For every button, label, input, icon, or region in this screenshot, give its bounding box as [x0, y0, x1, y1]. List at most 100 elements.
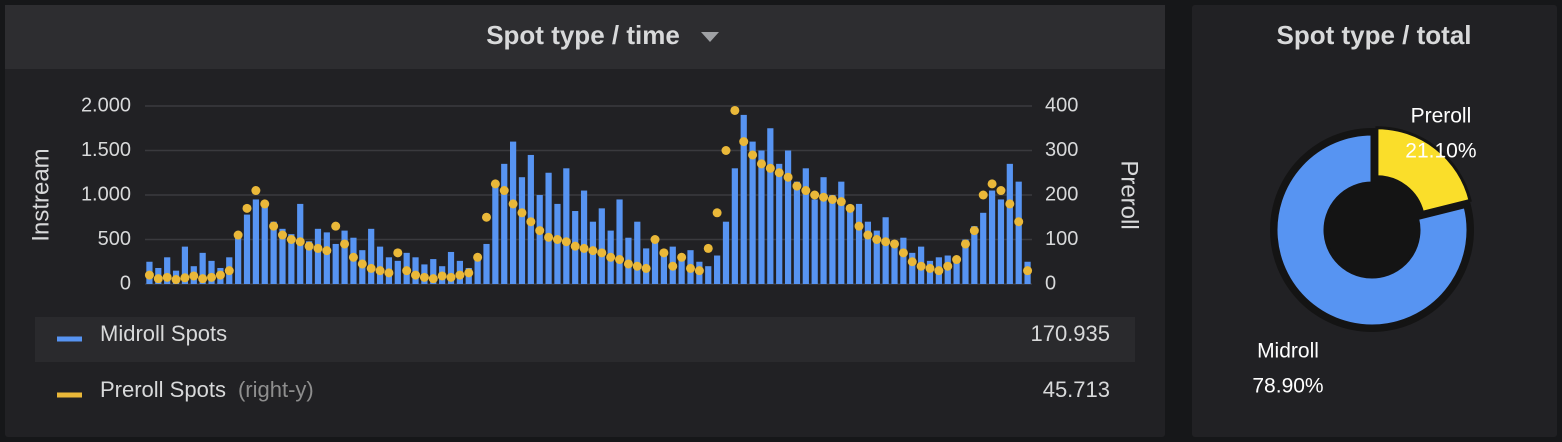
panel-title[interactable]: Spot type / total	[1277, 20, 1472, 50]
bar	[164, 257, 171, 284]
bar	[997, 199, 1005, 284]
bar	[447, 251, 455, 284]
point	[144, 270, 154, 280]
point	[322, 246, 332, 256]
bar	[545, 172, 552, 284]
point	[996, 186, 1006, 196]
panel-header[interactable]	[5, 5, 1165, 69]
bar	[563, 168, 570, 284]
bar	[731, 168, 738, 284]
pie-value-label: 21.10%	[1405, 139, 1476, 162]
panel-title[interactable]: Spot type / time	[486, 20, 680, 50]
point	[233, 230, 243, 240]
y2-tick-label: 200	[1045, 183, 1078, 205]
point	[269, 221, 279, 231]
point	[526, 217, 536, 227]
bar	[634, 221, 641, 284]
point	[260, 199, 270, 209]
point	[1014, 217, 1024, 227]
point	[481, 212, 491, 222]
bar	[270, 221, 277, 284]
legend-axis-note: (right-y)	[238, 377, 314, 402]
bar	[616, 199, 623, 284]
y2-tick-label: 100	[1045, 228, 1078, 250]
point	[499, 186, 509, 196]
point	[508, 199, 518, 209]
bar	[368, 228, 375, 284]
bar	[181, 246, 189, 284]
bar	[820, 177, 827, 284]
point	[801, 186, 811, 196]
bar	[199, 252, 206, 284]
point	[615, 255, 625, 265]
point	[863, 230, 873, 240]
legend-label: Preroll Spots	[100, 377, 226, 402]
point	[579, 243, 589, 253]
bar	[705, 266, 712, 284]
bar	[279, 228, 286, 284]
bar	[501, 163, 508, 284]
point	[490, 179, 500, 189]
point	[561, 237, 571, 247]
bar	[758, 150, 765, 284]
point	[765, 163, 775, 173]
point	[854, 221, 864, 231]
point	[189, 271, 199, 281]
point	[304, 241, 314, 251]
bar	[802, 168, 809, 284]
point	[934, 266, 944, 276]
point	[517, 208, 527, 218]
bar	[314, 228, 322, 284]
bar	[580, 190, 588, 284]
bar	[288, 234, 295, 284]
pie-slice	[1375, 126, 1472, 215]
point	[943, 261, 953, 271]
point	[286, 235, 296, 244]
bar	[474, 257, 481, 284]
point	[898, 248, 908, 258]
y2-tick-label: 400	[1045, 94, 1078, 116]
point	[446, 272, 456, 282]
point	[606, 252, 616, 262]
bar	[376, 246, 384, 284]
y2-tick-label: 300	[1045, 139, 1078, 161]
bar	[261, 205, 268, 284]
point	[242, 203, 252, 213]
point	[632, 261, 642, 271]
point	[251, 186, 261, 196]
bar	[1015, 181, 1022, 284]
point	[686, 263, 696, 273]
point	[224, 266, 234, 276]
y-tick-label: 1.000	[81, 183, 131, 205]
bar	[838, 181, 845, 284]
point	[402, 266, 412, 276]
point	[313, 243, 323, 253]
point	[969, 226, 979, 236]
point	[730, 105, 740, 115]
point	[694, 266, 704, 276]
y-tick-label: 2.000	[81, 94, 131, 116]
bar	[767, 128, 774, 284]
dropdown-caret[interactable]	[701, 32, 719, 42]
y-tick-label: 500	[98, 228, 131, 250]
bar	[784, 150, 792, 284]
legend-total: 45.713	[1043, 377, 1110, 402]
bar	[714, 255, 721, 284]
point	[295, 237, 305, 247]
bar	[829, 195, 836, 284]
bar	[252, 199, 259, 284]
point	[437, 271, 447, 281]
point	[357, 259, 367, 269]
point	[277, 230, 287, 240]
point	[597, 248, 607, 258]
point	[552, 235, 562, 244]
bar	[847, 211, 854, 284]
point	[331, 221, 341, 231]
point	[890, 239, 900, 249]
point	[419, 272, 429, 282]
point	[827, 194, 837, 204]
bar	[722, 221, 730, 284]
point	[881, 237, 891, 247]
bar	[909, 252, 916, 284]
